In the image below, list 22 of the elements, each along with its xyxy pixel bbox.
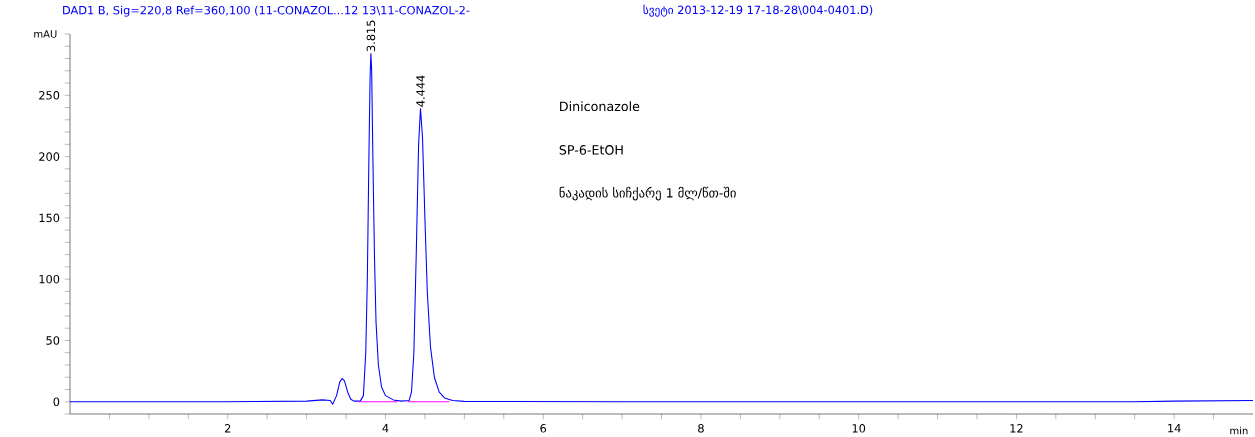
- annotation: 3.815: [366, 20, 376, 52]
- annotation: SP-6-EtOH: [559, 145, 623, 155]
- y-axis-title: mAU: [34, 30, 57, 38]
- chart-subtitle: სვეტი 2013-12-19 17-18-28\004-0401.D): [643, 4, 873, 17]
- x-tick-label: 14: [1168, 424, 1181, 433]
- y-tick-label: 50: [46, 336, 60, 345]
- x-tick-label: 10: [852, 424, 866, 433]
- x-tick-label: 6: [540, 424, 547, 433]
- annotation: ნაკადის სიჩქარე 1 მლ/წთ-ში: [559, 186, 736, 201]
- y-tick-label: 200: [39, 152, 60, 161]
- annotation: Diniconazole: [560, 101, 640, 112]
- y-tick-label: 250: [39, 91, 60, 100]
- x-tick-label: 8: [698, 424, 704, 433]
- y-tick-label: 150: [39, 213, 60, 223]
- y-tick-label: 0: [53, 397, 60, 407]
- y-tick-label: 100: [39, 274, 60, 284]
- x-tick-label: 2: [224, 424, 231, 433]
- x-tick-label: 4: [382, 424, 389, 433]
- x-tick-label: 12: [1010, 424, 1023, 433]
- chart-title: DAD1 B, Sig=220,8 Ref=360,100 (11-CONAZOL...12 13\11-CONAZOL-2-: [63, 5, 470, 17]
- annotation: 4.444: [416, 75, 425, 107]
- x-axis-title: min: [1230, 426, 1248, 435]
